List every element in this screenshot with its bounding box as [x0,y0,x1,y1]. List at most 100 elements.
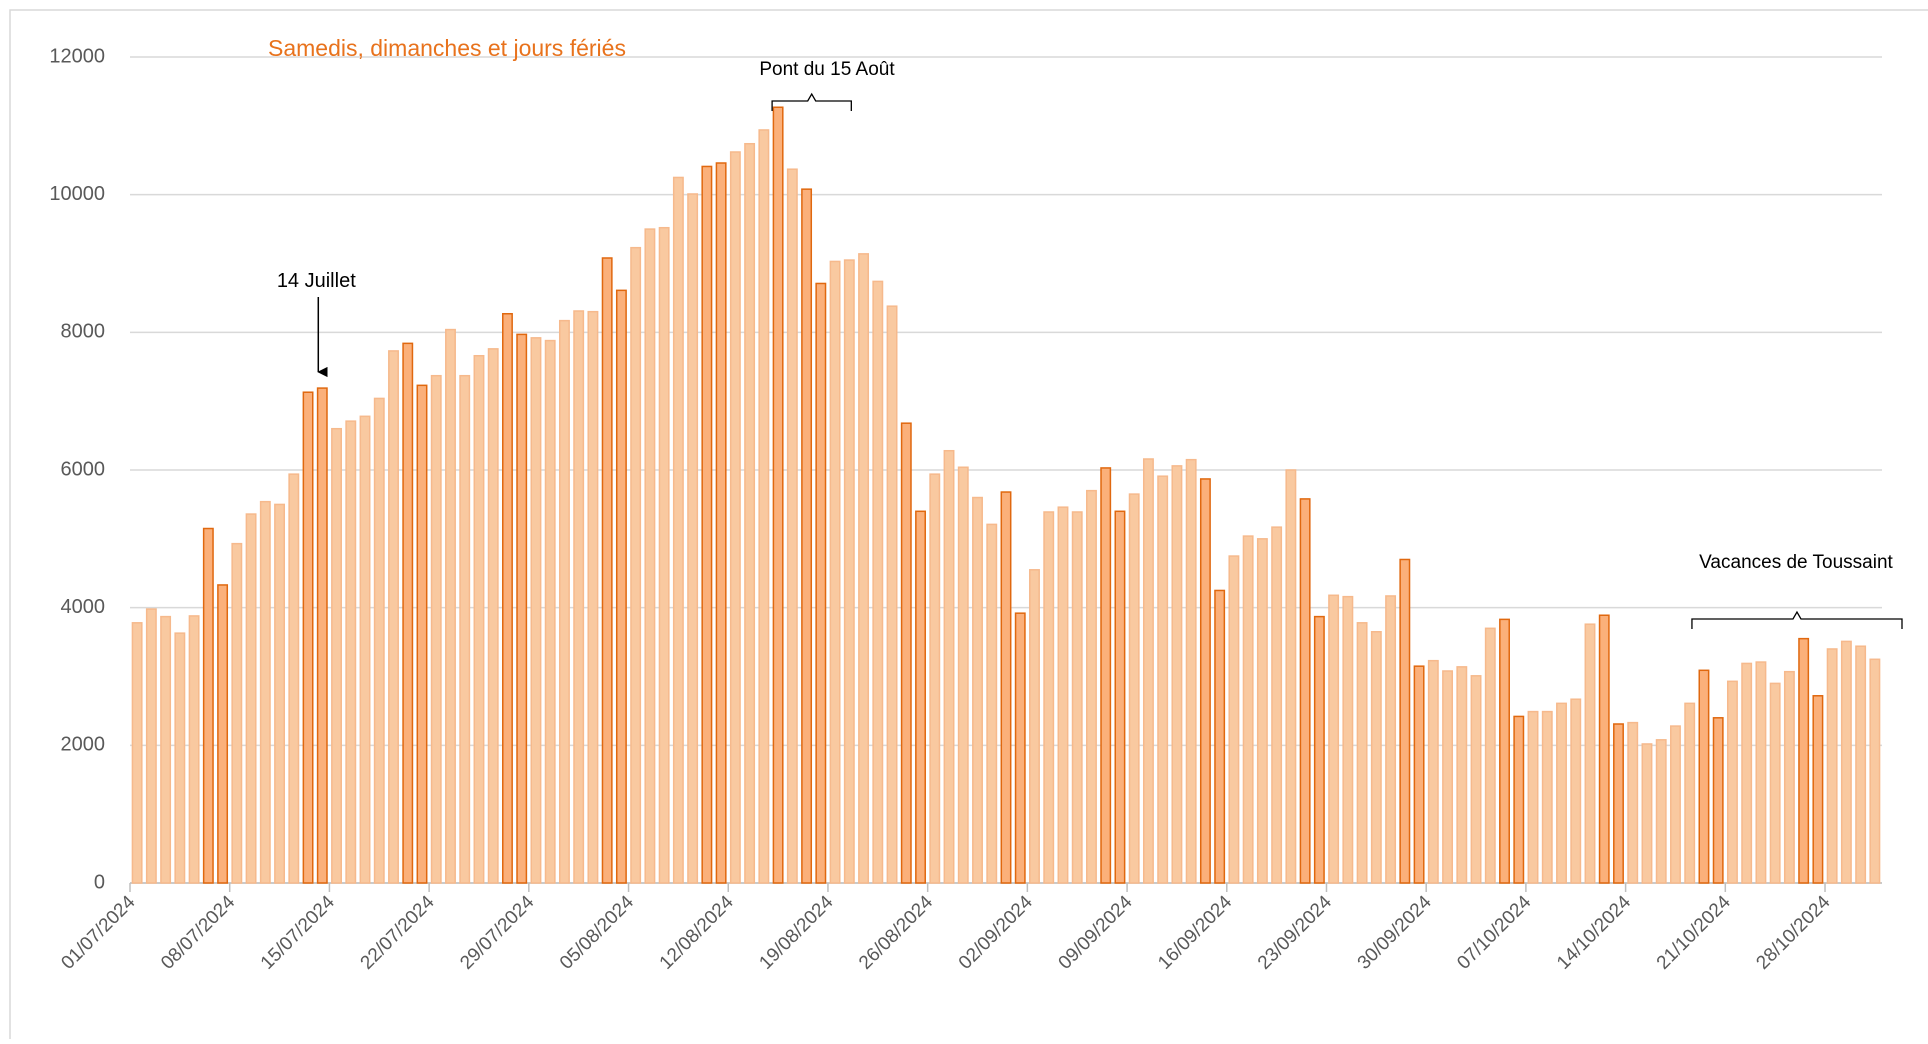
bar [1043,511,1055,884]
bar [1271,526,1283,884]
bar [601,257,613,884]
bar [1470,675,1482,884]
bar [1328,594,1340,884]
bar [1427,659,1439,884]
bar [573,310,585,884]
bar [1399,558,1411,884]
bar [1783,670,1795,884]
bar [202,527,214,884]
bar [1114,510,1126,884]
bar [829,260,841,884]
bar [1812,695,1824,884]
bar [217,584,229,884]
bar [259,500,271,884]
bar [1798,637,1810,884]
bar [772,106,784,884]
bar [744,142,756,884]
bar [915,510,926,884]
x-tick-label: 07/10/2024 [1453,891,1535,973]
bar [986,523,998,884]
annotation: 14 Juillet [277,270,356,292]
bar [1157,475,1169,884]
bar [373,397,385,884]
bar [1000,491,1012,884]
bar [786,168,798,884]
bar [701,165,713,884]
bar [188,615,200,884]
x-tick-label: 16/09/2024 [1154,891,1236,973]
bar [1285,469,1297,884]
y-tick-label: 10000 [49,183,105,205]
bar [1086,489,1097,884]
bar [1171,465,1183,884]
bar [815,282,827,884]
legend-label: Samedis, dimanches et jours fériés [268,35,626,61]
bar [231,542,243,884]
bar [1228,555,1240,884]
x-tick-label: 30/09/2024 [1354,891,1436,973]
x-tick-label: 23/09/2024 [1254,891,1336,973]
bar [872,280,884,884]
bar [1199,478,1211,884]
bar [1071,511,1083,884]
bar [658,226,670,884]
bar [1855,645,1867,884]
annotation-brace [771,92,852,111]
bar [245,513,257,884]
bar [1342,595,1354,884]
bar [687,193,699,884]
bar [1128,493,1140,884]
x-tick-label: 22/07/2024 [357,891,439,973]
x-tick-label: 02/09/2024 [955,891,1037,973]
bar [1413,665,1425,884]
y-tick-label: 8000 [61,321,106,343]
bar [1499,618,1510,884]
bar [644,228,656,884]
bar [1356,622,1368,884]
bar [1313,615,1325,884]
bar [1755,661,1767,884]
bar [1627,721,1639,884]
bar [1726,680,1738,884]
bar [1613,723,1624,884]
x-tick-label: 12/08/2024 [656,891,738,973]
bar [587,310,599,884]
frame [9,9,1928,1044]
bar [858,253,870,884]
bar [758,129,770,884]
bar [715,162,727,884]
x-tick-label: 05/08/2024 [556,891,638,973]
bar [1712,717,1724,884]
bar [459,374,471,884]
bar [1370,631,1382,884]
y-tick-label: 4000 [61,596,106,618]
bar [1513,715,1525,884]
bar [145,608,157,884]
bar [445,328,456,884]
bar [900,422,912,884]
bar [1442,670,1454,884]
bar [801,188,813,884]
bar [558,319,570,884]
bar [957,466,969,884]
bar [943,449,955,884]
bar [729,151,741,884]
bar [416,384,428,884]
bar [1741,662,1753,884]
bar [1826,648,1838,884]
x-tick-label: 26/08/2024 [855,891,937,973]
bar [288,473,300,884]
bar [1869,658,1881,884]
y-tick-label: 6000 [61,458,106,480]
bar [1100,467,1112,884]
bar [473,354,485,884]
bar [502,312,513,884]
bar [1214,589,1226,884]
bar [1242,535,1254,884]
bar [672,176,684,884]
x-tick-label: 28/10/2024 [1752,891,1834,973]
bar [302,391,314,884]
bar [1556,702,1567,884]
bar [530,337,542,884]
bar [843,259,855,884]
